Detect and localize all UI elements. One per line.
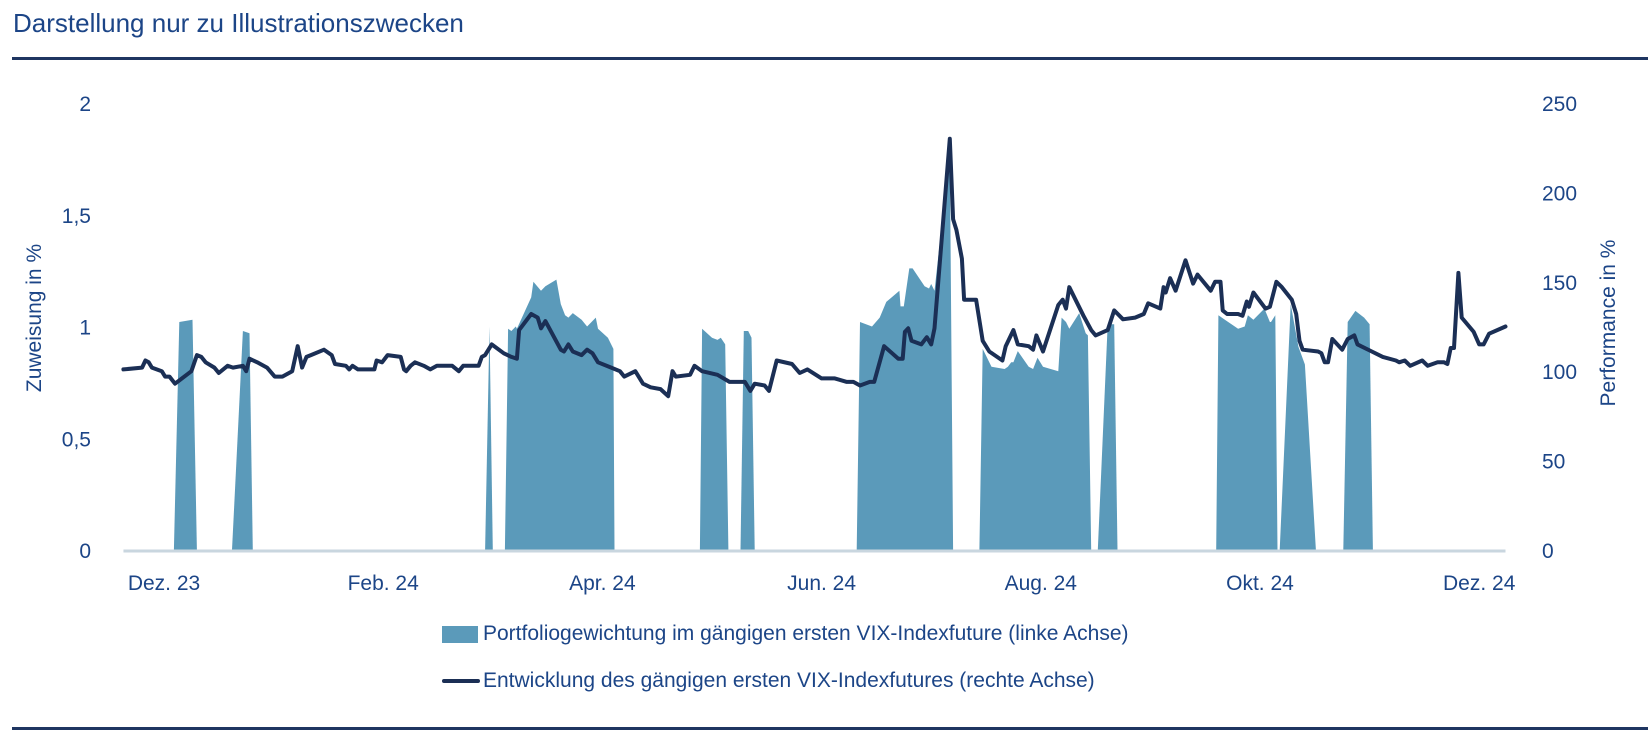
x-tick-label: Okt. 24: [1226, 572, 1294, 595]
x-axis-ticks: Dez. 23 Feb. 24 Apr. 24 Jun. 24 Aug. 24 Okt. …: [128, 572, 1516, 595]
x-tick-label: Feb. 24: [348, 572, 420, 595]
area-segment-1: [232, 331, 253, 550]
area-segment-10: [1279, 304, 1316, 550]
right-tick-label: 100: [1542, 361, 1577, 384]
left-tick-label: 2: [79, 93, 91, 116]
left-tick-label: 1,5: [62, 205, 91, 228]
area-series: [173, 152, 1373, 550]
area-segment-8: [1097, 324, 1118, 550]
right-tick-label: 50: [1542, 451, 1565, 474]
legend-line-label: Entwicklung des gängigen ersten VIX-Inde…: [483, 669, 1095, 692]
right-axis-title: Performance in %: [1597, 240, 1620, 407]
right-axis-ticks: 0 50 100 150 200 250: [1542, 93, 1577, 563]
area-segment-3: [504, 279, 615, 550]
area-segment-4: [699, 328, 729, 550]
legend-line-swatch: [442, 679, 480, 683]
left-tick-label: 1: [79, 317, 91, 340]
chart-title: Darstellung nur zu Illustrationszwecken: [13, 8, 464, 38]
top-divider: [12, 57, 1648, 60]
x-tick-label: Aug. 24: [1005, 572, 1078, 595]
area-segment-9: [1216, 308, 1278, 550]
left-tick-label: 0: [79, 540, 91, 563]
left-tick-label: 0,5: [62, 428, 91, 451]
right-tick-label: 0: [1542, 540, 1554, 563]
right-tick-label: 200: [1542, 182, 1577, 205]
area-segment-11: [1343, 310, 1373, 550]
area-segment-5: [740, 331, 755, 550]
area-segment-0: [173, 319, 197, 550]
area-segment-7: [979, 313, 1092, 550]
left-axis-ticks: 0 0,5 1 1,5 2: [62, 93, 91, 563]
bottom-divider: [12, 727, 1648, 730]
x-tick-label: Dez. 24: [1443, 572, 1516, 595]
legend-item-area: Portfoliogewichtung im gängigen ersten V…: [442, 622, 1129, 646]
x-tick-label: Apr. 24: [569, 572, 636, 595]
legend-area-label: Portfoliogewichtung im gängigen ersten V…: [483, 622, 1129, 645]
area-segment-2: [485, 326, 493, 550]
legend-area-swatch: [442, 625, 478, 643]
line-series: [121, 136, 1508, 399]
x-tick-label: Dez. 23: [128, 572, 200, 595]
left-axis-title: Zuweisung in %: [23, 244, 46, 392]
right-tick-label: 150: [1542, 272, 1577, 295]
legend-item-line: Entwicklung des gängigen ersten VIX-Inde…: [442, 669, 1095, 693]
x-tick-label: Jun. 24: [787, 572, 856, 595]
right-tick-label: 250: [1542, 93, 1577, 116]
